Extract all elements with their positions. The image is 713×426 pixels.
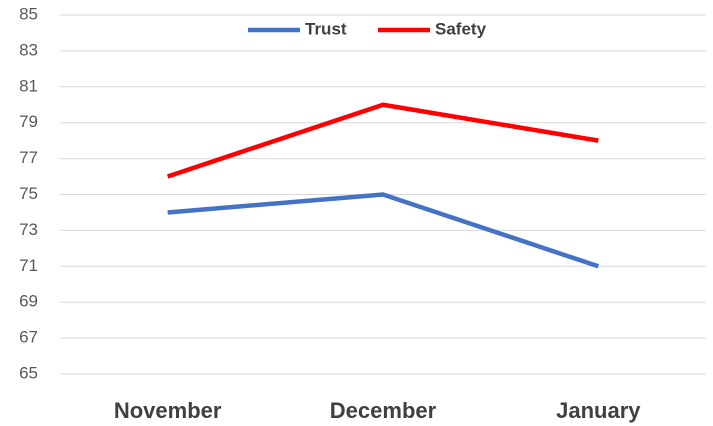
y-tick-label: 85 <box>19 4 38 23</box>
y-tick-label: 77 <box>19 148 38 167</box>
y-tick-label: 75 <box>19 184 38 203</box>
legend-label: Trust <box>305 19 347 38</box>
y-tick-label: 73 <box>19 220 38 239</box>
y-tick-label: 79 <box>19 112 38 131</box>
y-tick-label: 67 <box>19 328 38 347</box>
y-tick-label: 83 <box>19 40 38 59</box>
y-tick-label: 71 <box>19 256 38 275</box>
y-tick-label: 65 <box>19 363 38 382</box>
series-line <box>166 102 599 179</box>
x-tick-label: December <box>330 398 437 423</box>
series-line <box>167 192 600 269</box>
y-tick-label: 69 <box>19 292 38 311</box>
y-tick-label: 81 <box>19 76 38 95</box>
x-tick-label: November <box>114 398 222 423</box>
legend-label: Safety <box>435 19 487 38</box>
x-tick-label: January <box>556 398 641 423</box>
